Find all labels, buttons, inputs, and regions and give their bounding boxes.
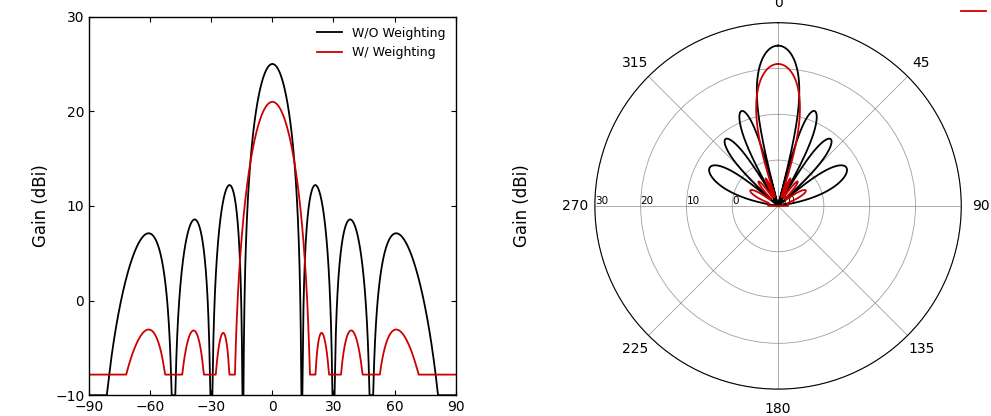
W/ Weighting (337, 357, 349, 362)
W/ Weighting (155, 349, 166, 354)
W/ Weighting (414, 372, 426, 377)
W/O Weighting (423, 327, 435, 332)
W/ Weighting (426, 372, 438, 377)
Legend: W/O Weighting, W/ Weighting: W/O Weighting, W/ Weighting (313, 23, 449, 63)
W/ Weighting (772, 203, 784, 208)
W/O Weighting (772, 203, 784, 208)
W/O Weighting (267, 62, 278, 67)
W/O Weighting (337, 236, 349, 241)
W/ Weighting (772, 203, 784, 208)
Line: W/ Weighting: W/ Weighting (750, 64, 806, 206)
W/ Weighting (267, 99, 278, 104)
W/O Weighting (426, 343, 438, 348)
W/O Weighting (772, 203, 784, 208)
W/O Weighting (772, 203, 784, 208)
W/ Weighting (772, 62, 784, 67)
W/ Weighting (782, 179, 794, 184)
W/O Weighting (450, 393, 462, 398)
W/O Weighting (822, 151, 833, 156)
W/ Weighting (450, 372, 462, 377)
W/ Weighting (772, 62, 784, 67)
W/O Weighting (261, 68, 273, 73)
W/O Weighting (772, 43, 784, 48)
W/ Weighting (83, 372, 95, 377)
Text: Gain (dBi): Gain (dBi) (512, 165, 530, 247)
Legend: W/O Weighting, W/ Weighting: W/O Weighting, W/ Weighting (955, 0, 991, 24)
W/O Weighting (820, 153, 831, 158)
Y-axis label: Gain (dBi): Gain (dBi) (32, 165, 50, 247)
W/ Weighting (786, 188, 798, 193)
W/O Weighting (811, 112, 823, 117)
W/O Weighting (155, 253, 166, 258)
Line: W/O Weighting: W/O Weighting (89, 64, 456, 395)
W/O Weighting (83, 393, 95, 398)
Line: W/ Weighting: W/ Weighting (89, 102, 456, 375)
W/ Weighting (772, 203, 784, 208)
W/ Weighting (784, 191, 796, 196)
W/ Weighting (261, 104, 273, 109)
W/ Weighting (762, 202, 774, 207)
W/O Weighting (414, 280, 426, 285)
W/O Weighting (772, 203, 784, 208)
W/O Weighting (772, 43, 784, 48)
W/ Weighting (423, 372, 435, 377)
Line: W/O Weighting: W/O Weighting (710, 46, 847, 206)
